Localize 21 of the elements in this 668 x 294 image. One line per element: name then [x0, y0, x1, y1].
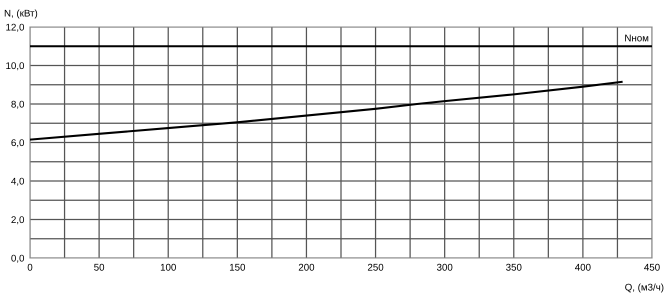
- x-tick-label: 450: [644, 264, 660, 271]
- x-tick-label: 200: [298, 264, 314, 271]
- ref-line-label: Nном: [625, 34, 648, 42]
- x-tick-label: 350: [506, 264, 522, 271]
- y-tick-label: 0,0: [11, 254, 24, 263]
- x-tick-label: 250: [368, 264, 384, 271]
- y-tick-label: 4,0: [11, 178, 24, 186]
- line-series: [30, 80, 623, 141]
- y-tick-label: 6,0: [11, 139, 24, 148]
- y-axis-title: N, (кВт): [4, 9, 38, 19]
- y-tick-label: 10,0: [6, 62, 24, 70]
- x-tick-label: 100: [160, 264, 176, 271]
- x-tick-label: 150: [230, 264, 246, 271]
- x-tick-label: 0: [28, 264, 32, 271]
- x-tick-label: 50: [94, 264, 104, 271]
- y-tick-label: 12,0: [6, 24, 24, 32]
- x-axis-title: Q, (м3/ч): [625, 283, 664, 293]
- x-tick-label: 300: [436, 264, 452, 271]
- y-tick-label: 2,0: [11, 216, 24, 224]
- x-tick-label: 400: [575, 264, 591, 271]
- y-tick-label: 8,0: [11, 100, 24, 109]
